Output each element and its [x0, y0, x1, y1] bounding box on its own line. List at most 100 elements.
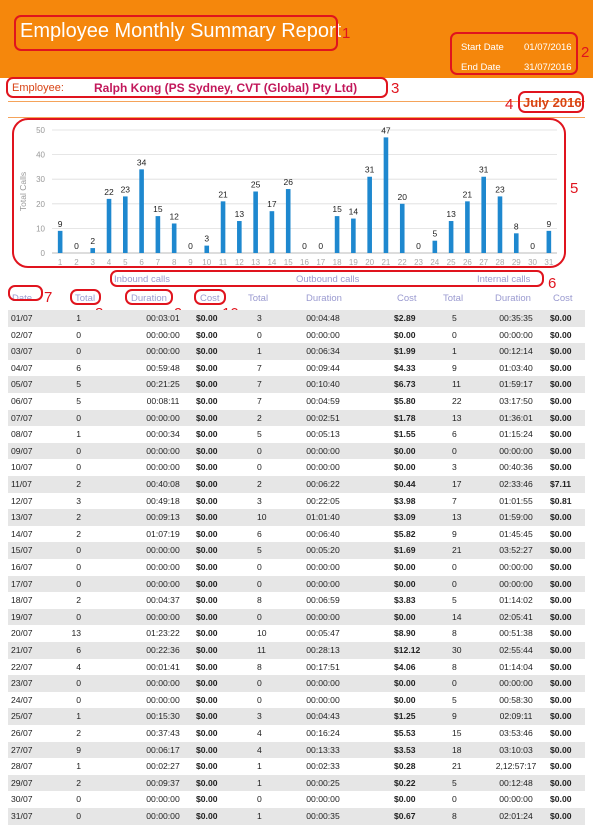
cell-outbound-cost: $0.00: [394, 794, 416, 805]
cell-inbound-cost: $0.00: [196, 811, 218, 821]
table-row: 28/07 1 00:02:27 $0.00 1 00:02:33 $0.28 21 2,12:…: [8, 758, 585, 775]
cell-internal-cost: $0.00: [550, 645, 572, 655]
cell-internal-duration: 00:51:38: [499, 628, 533, 639]
cell-inbound-duration: 00:00:00: [146, 412, 180, 423]
cell-outbound-total: 1: [257, 777, 262, 788]
table-row: 16/07 0 00:00:00 $0.00 0 00:00:00 $0.00 0 00:00:…: [8, 559, 585, 576]
cell-inbound-total: 1: [76, 313, 81, 323]
cell-internal-cost: $0.00: [550, 362, 572, 373]
bar: [57, 230, 63, 253]
cell-outbound-duration: 00:00:00: [306, 562, 340, 572]
x-tick-label: 31: [544, 258, 553, 267]
cell-internal-total: 15: [452, 728, 462, 738]
data-label: 34: [137, 157, 147, 167]
employee-label: Employee:: [12, 82, 64, 94]
cell-date: 23/07: [11, 678, 33, 689]
cell-internal-cost: $0.00: [550, 396, 572, 406]
cell-internal-total: 11: [452, 379, 461, 390]
cell-outbound-total: 2: [257, 412, 262, 423]
cell-outbound-duration: 00:00:25: [306, 777, 340, 788]
cell-inbound-total: 0: [76, 462, 81, 473]
cell-date: 12/07: [11, 495, 33, 506]
cell-inbound-duration: 00:00:00: [146, 445, 180, 456]
cell-internal-cost: $0.00: [550, 728, 572, 738]
table-row: 31/07 0 00:00:00 $0.00 1 00:00:35 $0.67 8 02:01:…: [8, 808, 585, 825]
col-date: Date: [12, 293, 33, 304]
bar: [432, 240, 438, 253]
bar: [399, 203, 405, 253]
cell-inbound-cost: $0.00: [196, 313, 218, 323]
cell-internal-total: 17: [452, 479, 462, 489]
annotation-number-1: 1: [342, 25, 351, 42]
x-tick-label: 20: [365, 258, 374, 267]
col-outbound-duration: Duration: [306, 293, 342, 304]
cell-inbound-total: 2: [76, 595, 81, 606]
cell-outbound-total: 0: [257, 562, 262, 572]
cell-outbound-duration: 00:05:47: [306, 628, 340, 639]
cell-outbound-duration: 00:02:51: [306, 412, 340, 423]
cell-inbound-total: 2: [76, 528, 81, 539]
cell-outbound-cost: $0.00: [394, 694, 416, 705]
cell-outbound-duration: 00:04:43: [306, 711, 340, 722]
cell-inbound-total: 2: [76, 728, 81, 738]
cell-internal-total: 1: [452, 346, 457, 357]
cell-inbound-total: 2: [76, 777, 81, 788]
cell-date: 26/07: [11, 728, 33, 738]
report-title: Employee Monthly Summary Report: [20, 20, 342, 42]
cell-inbound-total: 0: [76, 611, 81, 622]
cell-inbound-total: 0: [76, 678, 81, 689]
cell-internal-total: 13: [452, 412, 462, 423]
cell-inbound-total: 0: [76, 562, 81, 572]
cell-inbound-total: 3: [76, 495, 81, 506]
cell-date: 07/07: [11, 412, 33, 423]
cell-internal-total: 30: [452, 645, 462, 655]
cell-inbound-total: 1: [76, 429, 81, 440]
annotation-box-2: [450, 32, 578, 75]
col-internal-duration: Duration: [495, 293, 531, 304]
cell-internal-cost: $0.00: [550, 528, 572, 539]
cell-outbound-cost: $3.53: [394, 744, 416, 755]
cell-outbound-duration: 00:22:05: [306, 495, 340, 506]
cell-internal-duration: 00:12:48: [499, 777, 533, 788]
cell-inbound-total: 0: [76, 578, 81, 589]
cell-outbound-cost: $0.00: [394, 445, 416, 456]
data-label: 15: [153, 204, 163, 214]
table-row: 30/07 0 00:00:00 $0.00 0 00:00:00 $0.00 0 00:00:…: [8, 791, 585, 808]
cell-internal-total: 8: [452, 628, 457, 639]
cell-internal-duration: 02:09:11: [499, 711, 533, 722]
annotation-number-3: 3: [391, 80, 400, 97]
cell-internal-cost: $0.00: [550, 462, 572, 473]
table-row: 24/07 0 00:00:00 $0.00 0 00:00:00 $0.00 5 00:58:…: [8, 692, 585, 709]
cell-outbound-duration: 00:00:35: [306, 811, 340, 821]
cell-outbound-cost: $1.25: [394, 711, 416, 722]
x-tick-label: 16: [300, 258, 309, 267]
cell-outbound-total: 3: [257, 313, 262, 323]
cell-outbound-duration: 00:16:24: [306, 728, 340, 738]
data-label: 13: [235, 209, 245, 219]
cell-internal-cost: $0.00: [550, 562, 572, 572]
cell-internal-duration: 01:45:45: [499, 528, 533, 539]
cell-outbound-duration: 00:00:00: [306, 794, 340, 805]
annotation-box-6: [110, 270, 544, 287]
cell-outbound-cost: $0.00: [394, 462, 416, 473]
data-label: 9: [546, 219, 551, 229]
table-row: 29/07 2 00:09:37 $0.00 1 00:00:25 $0.22 5 00:12:…: [8, 774, 585, 792]
cell-date: 24/07: [11, 694, 33, 705]
cell-outbound-total: 3: [257, 495, 262, 506]
cell-internal-total: 0: [452, 578, 457, 589]
bar: [351, 218, 356, 253]
bar: [513, 233, 519, 253]
cell-internal-cost: $0.00: [550, 545, 572, 556]
cell-inbound-cost: $0.00: [196, 595, 218, 606]
x-tick-label: 26: [463, 258, 472, 267]
annotation-box-1: [14, 15, 338, 51]
cell-outbound-cost: $12.12: [394, 645, 421, 655]
cell-outbound-total: 1: [257, 811, 262, 821]
table-row: 19/07 0 00:00:00 $0.00 0 00:00:00 $0.00 14 02:05…: [8, 608, 585, 626]
cell-inbound-cost: $0.00: [196, 379, 218, 390]
x-tick-label: 21: [381, 258, 390, 267]
y-tick-label: 50: [36, 126, 45, 135]
bar: [481, 176, 486, 253]
cell-inbound-duration: 00:00:00: [146, 346, 180, 357]
x-tick-label: 10: [202, 258, 211, 267]
